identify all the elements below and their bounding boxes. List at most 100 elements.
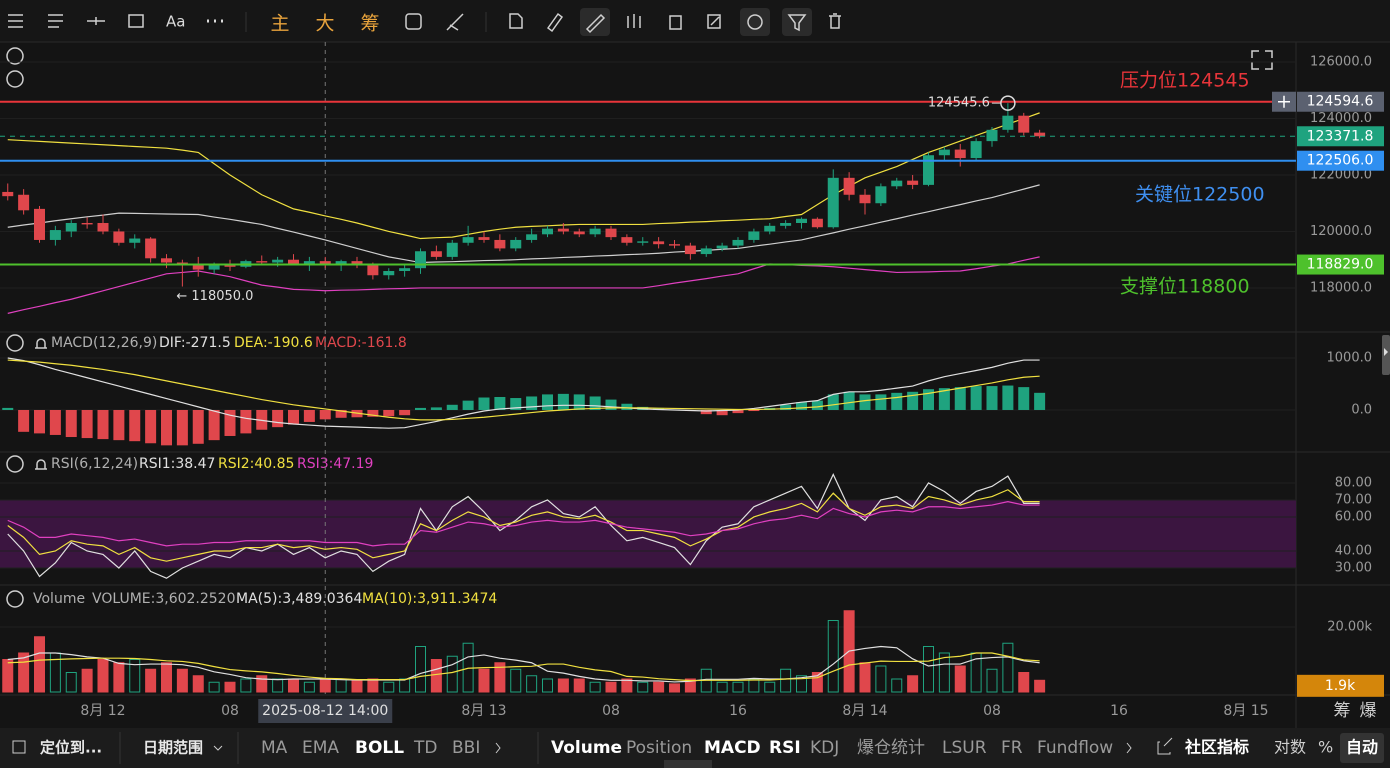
candle-body: [796, 218, 807, 224]
indicator-tab[interactable]: FR: [1001, 738, 1023, 758]
bottom-right-button[interactable]: 自动: [1346, 738, 1378, 757]
candle-body: [764, 225, 776, 232]
bottom-left-button[interactable]: 定位到...: [40, 739, 102, 757]
y-tick-label: 40.00: [1335, 543, 1372, 558]
indicator-tab[interactable]: MA: [261, 738, 288, 758]
rect-icon[interactable]: [128, 14, 144, 28]
volume-bar: [2, 658, 14, 693]
indicator-tab[interactable]: Fundflow: [1037, 738, 1113, 758]
collapse-button[interactable]: [6, 70, 24, 88]
macd-bar: [335, 409, 347, 418]
indicator-tab[interactable]: Position: [626, 738, 692, 758]
macd-bar: [907, 391, 919, 410]
volume-bar: [1018, 671, 1030, 693]
lines-icon[interactable]: [48, 14, 63, 28]
crosshair-icon[interactable]: [87, 17, 105, 25]
edit-icon[interactable]: [707, 14, 721, 29]
indicator-tab[interactable]: TD: [413, 738, 437, 758]
candle-body: [303, 261, 315, 264]
macd-bar: [748, 409, 760, 412]
bottom-right-button[interactable]: %: [1318, 738, 1333, 757]
indicator-button[interactable]: 筹: [360, 13, 379, 35]
indicator-button[interactable]: 主: [270, 13, 289, 35]
text-tool[interactable]: Aa: [166, 13, 185, 31]
bottom-right-button[interactable]: 对数: [1274, 738, 1306, 757]
collapse-button[interactable]: [6, 334, 24, 352]
bottom-right-button[interactable]: 社区指标: [1184, 738, 1249, 757]
bottom-left-button[interactable]: 日期范围: [143, 739, 203, 757]
indicator-tab[interactable]: LSUR: [942, 738, 987, 758]
volume-bar: [954, 665, 966, 693]
alert-icon[interactable]: [35, 459, 47, 470]
filter-icon[interactable]: [787, 14, 807, 32]
macd-bar: [1034, 392, 1046, 410]
indicator-tab[interactable]: 爆仓统计: [857, 738, 925, 758]
collapse-button[interactable]: [6, 47, 24, 65]
replay-icon[interactable]: [405, 13, 422, 30]
volume-bar: [907, 675, 919, 693]
bottom-handle[interactable]: [664, 760, 712, 768]
chevron: [213, 745, 223, 751]
collapse-button[interactable]: [6, 590, 24, 608]
legend-value: DEA:-190.6: [234, 335, 313, 351]
indicator-tab[interactable]: MACD: [704, 738, 761, 758]
candle-body: [589, 228, 601, 235]
macd-bar: [113, 409, 125, 441]
collapse-button[interactable]: [6, 455, 24, 473]
macd-bar: [319, 409, 331, 420]
indicator-tab[interactable]: EMA: [302, 738, 339, 758]
candle-body: [224, 265, 236, 267]
alert-icon[interactable]: [35, 338, 47, 349]
volume-bar: [796, 675, 807, 693]
macd-bar: [240, 409, 252, 434]
active-bg: [740, 8, 770, 36]
pen-icon[interactable]: [585, 13, 606, 34]
indicator-tab[interactable]: BOLL: [355, 738, 404, 758]
volume-bar: [81, 668, 93, 693]
menu-icon[interactable]: [8, 14, 23, 28]
draw-icon[interactable]: [446, 13, 464, 31]
candle-body: [669, 244, 680, 246]
axis-button[interactable]: 筹: [1334, 701, 1351, 721]
axis-button[interactable]: 爆: [1360, 701, 1377, 721]
macd-bar: [303, 409, 315, 422]
candles-icon[interactable]: [627, 14, 641, 28]
price-tag-label: 124594.6: [1307, 94, 1374, 110]
indicator-tab[interactable]: RSI: [769, 738, 801, 758]
candle-body: [272, 259, 284, 263]
legend-title: RSI(6,12,24): [51, 456, 138, 472]
indicator-tab[interactable]: BBI: [452, 738, 480, 758]
toolbar-bg: [0, 0, 1390, 42]
indicator-button[interactable]: 大: [315, 13, 334, 35]
macd-bar: [145, 409, 157, 444]
side-handle[interactable]: [1382, 335, 1390, 375]
volume-bar: [208, 681, 220, 693]
legend-title: Volume: [33, 591, 85, 607]
macd-bar: [700, 409, 712, 415]
volume-bar: [573, 678, 585, 693]
volume-bar: [605, 681, 617, 693]
indicator-tab[interactable]: KDJ: [810, 738, 839, 758]
volume-bar: [859, 662, 871, 693]
pane-legends: MACD(12,26,9) DIF:-271.5 DEA:-190.6 MACD…: [33, 335, 497, 607]
dif-line: [7, 357, 1040, 429]
ruler-icon[interactable]: [546, 12, 564, 33]
candle-body: [526, 234, 538, 240]
y-tick-label: 70.00: [1335, 492, 1372, 507]
macd-bar: [589, 396, 601, 410]
volume-bar: [351, 680, 363, 693]
boll-line: [7, 256, 1040, 314]
macd-bar: [129, 409, 141, 442]
magnet-icon[interactable]: [747, 14, 763, 30]
trash-icon[interactable]: [829, 13, 841, 29]
y-tick-label: 122000.0: [1310, 167, 1372, 182]
y-tick-label: 126000.0: [1310, 55, 1372, 70]
lock-icon[interactable]: [669, 15, 682, 30]
volume-bar: [637, 681, 649, 693]
candle-body: [859, 194, 871, 204]
expand-icon[interactable]: [1251, 50, 1273, 70]
candle-body: [145, 238, 157, 259]
copy-icon[interactable]: [509, 13, 523, 29]
indicator-tab[interactable]: Volume: [551, 738, 622, 758]
